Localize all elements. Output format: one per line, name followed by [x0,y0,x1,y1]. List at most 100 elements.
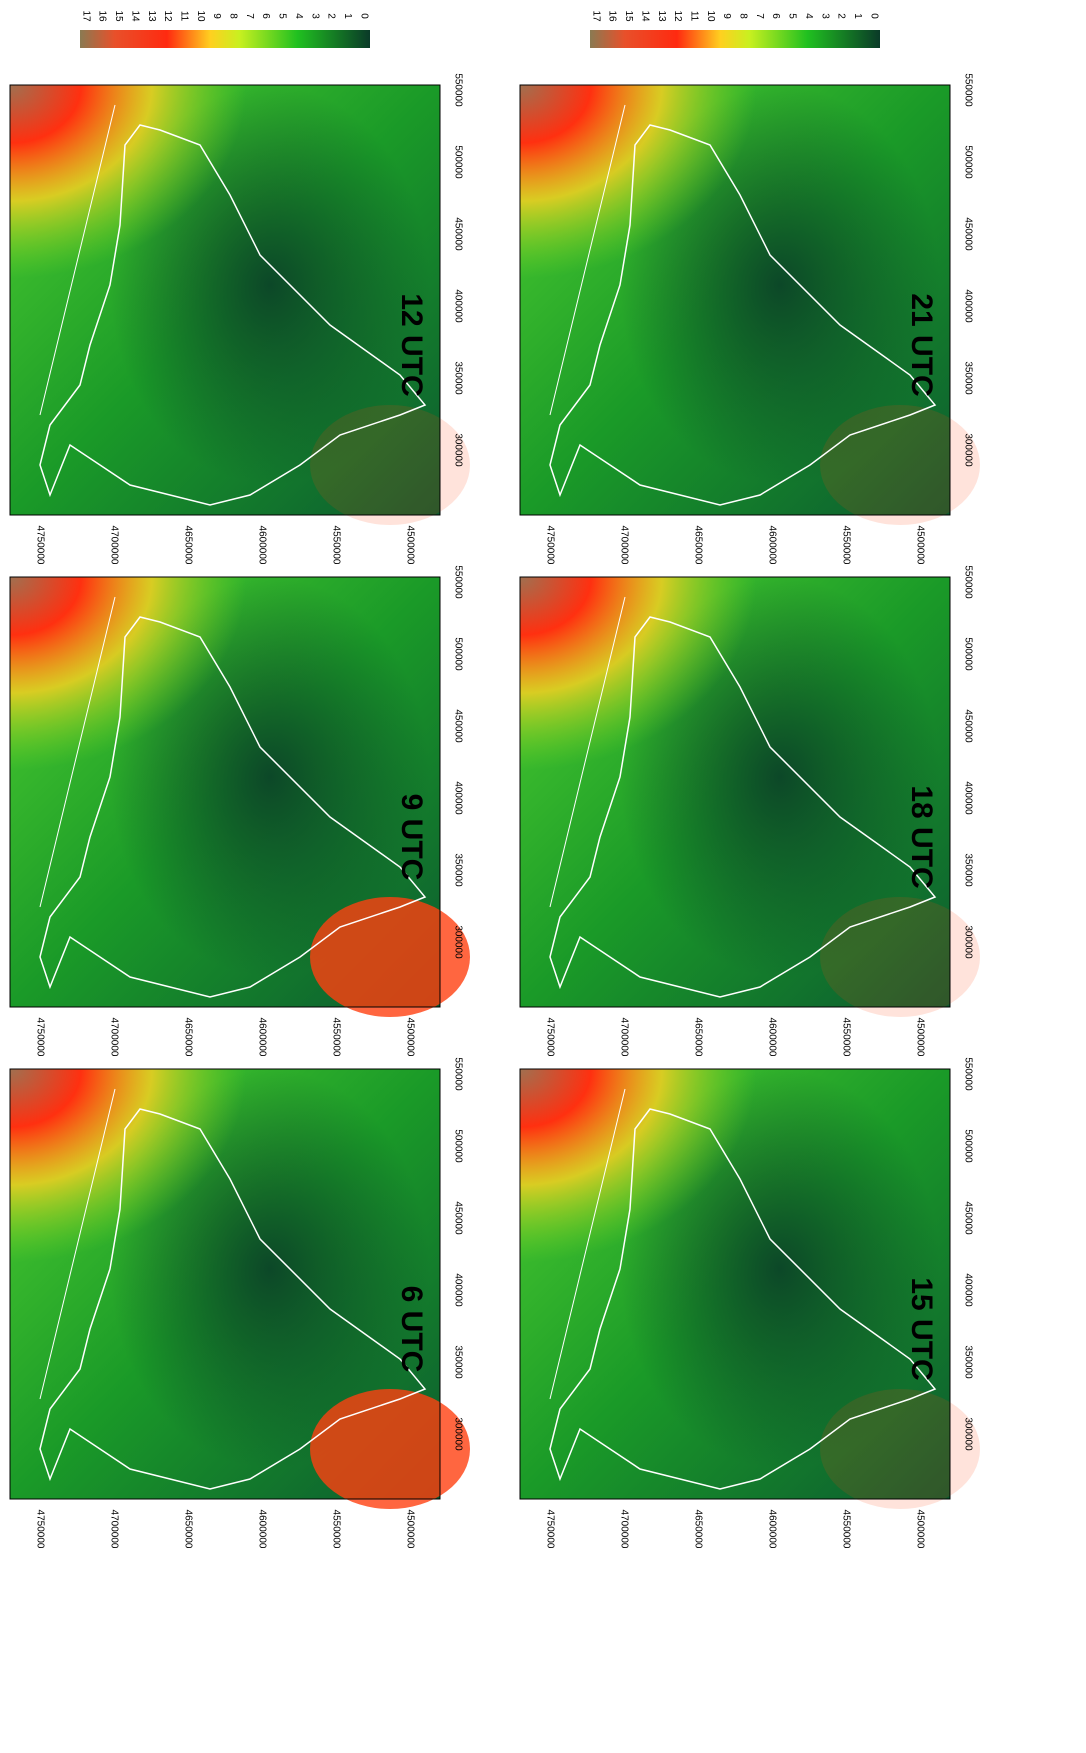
map-hot-zone [310,897,470,1017]
y-tick-label: 4750000 [34,1510,45,1549]
x-tick-label: 550000 [962,73,973,107]
colorbar-tick-label: 16 [97,10,108,22]
colorbar-tick-label: 1 [342,13,353,19]
colorbar [590,30,880,48]
y-tick-label: 4500000 [404,1018,415,1057]
y-tick-label: 4750000 [544,526,555,565]
map-hot-zone [820,897,980,1017]
map-panel [519,1068,980,1509]
x-tick-label: 500000 [962,1129,973,1163]
border-line [39,104,116,416]
x-tick-label: 450000 [962,1201,973,1235]
y-tick-label: 4650000 [182,1018,193,1057]
colorbar-tick-label: 5 [277,13,288,19]
y-tick-label: 4550000 [330,526,341,565]
colorbar-tick-label: 11 [688,11,699,22]
y-tick-label: 4750000 [544,1510,555,1549]
region-outline [549,616,937,998]
y-tick-label: 4650000 [182,526,193,565]
x-tick-label: 400000 [962,1273,973,1307]
y-tick-label: 4700000 [108,1510,119,1549]
panel-label: 12 UTC [395,293,428,396]
colorbar-tick-label: 9 [721,13,732,19]
map-panel [9,84,470,525]
x-tick-label: 500000 [962,637,973,671]
colorbar-tick-label: 7 [244,13,255,19]
region-outline [549,124,937,506]
map-hot-zone [520,1069,757,1263]
region-outline [39,1108,427,1490]
region-outline [39,124,427,506]
x-tick-label: 350000 [452,853,463,887]
panel-label: 21 UTC [905,293,938,396]
y-tick-label: 4700000 [108,526,119,565]
x-tick-label: 550000 [452,73,463,107]
y-tick-label: 4500000 [404,526,415,565]
panel-frame [519,1068,951,1500]
x-tick-label: 350000 [962,853,973,887]
colorbar-tick-label: 1 [852,13,863,19]
x-tick-label: 400000 [452,1273,463,1307]
colorbar-tick-label: 10 [195,10,206,22]
colorbar-tick-label: 7 [754,13,765,19]
y-tick-label: 4550000 [840,526,851,565]
colorbar-tick-label: 4 [803,13,814,19]
colorbar-tick-label: 13 [146,10,157,22]
y-tick-label: 4500000 [914,1018,925,1057]
x-tick-label: 550000 [962,565,973,599]
map-hot-zone [820,405,980,525]
x-tick-label: 300000 [962,433,973,467]
x-tick-label: 300000 [962,1417,973,1451]
colorbar-tick-label: 4 [293,13,304,19]
x-tick-label: 400000 [962,781,973,815]
y-tick-label: 4600000 [256,526,267,565]
region-outline [549,1108,937,1490]
y-tick-label: 4600000 [766,1510,777,1549]
x-tick-label: 550000 [962,1057,973,1091]
y-tick-label: 4550000 [330,1018,341,1057]
y-tick-label: 4750000 [544,1018,555,1057]
colorbar-tick-label: 8 [738,13,749,19]
region-outline [39,616,427,998]
map-panel [9,576,470,1017]
x-tick-label: 300000 [452,433,463,467]
y-tick-label: 4750000 [34,526,45,565]
x-tick-label: 450000 [962,709,973,743]
colorbar-tick-label: 2 [326,13,337,19]
x-tick-label: 350000 [962,1345,973,1379]
x-tick-label: 300000 [452,1417,463,1451]
panel-frame [519,84,951,516]
map-panel [9,1068,470,1509]
x-tick-label: 400000 [452,289,463,323]
y-tick-label: 4550000 [330,1510,341,1549]
y-tick-label: 4700000 [618,1018,629,1057]
map-hot-zone [520,85,757,279]
map-hot-zone [520,577,757,771]
panel-label: 9 UTC [395,794,428,881]
colorbar-tick-label: 12 [672,10,683,22]
colorbar-tick-label: 12 [162,10,173,22]
border-line [549,104,626,416]
colorbar-tick-label: 3 [819,13,830,19]
x-tick-label: 350000 [452,1345,463,1379]
x-tick-label: 300000 [962,925,973,959]
y-tick-label: 4500000 [914,1510,925,1549]
border-line [39,1088,116,1400]
map-hot-zone [10,1069,247,1263]
x-tick-label: 400000 [962,289,973,323]
map-hot-zone [820,1389,980,1509]
colorbar-tick-label: 5 [787,13,798,19]
y-tick-label: 4700000 [618,526,629,565]
panel-label: 18 UTC [905,785,938,888]
colorbar-tick-label: 15 [623,10,634,22]
colorbar-tick-label: 11 [178,11,189,22]
map-panel [519,84,980,525]
colorbar-tick-label: 16 [607,10,618,22]
colorbar [80,30,370,48]
x-tick-label: 500000 [452,637,463,671]
colorbar-tick-label: 8 [228,13,239,19]
map-hot-zone [310,405,470,525]
colorbar-tick-label: 14 [639,10,650,22]
x-tick-label: 450000 [452,1201,463,1235]
